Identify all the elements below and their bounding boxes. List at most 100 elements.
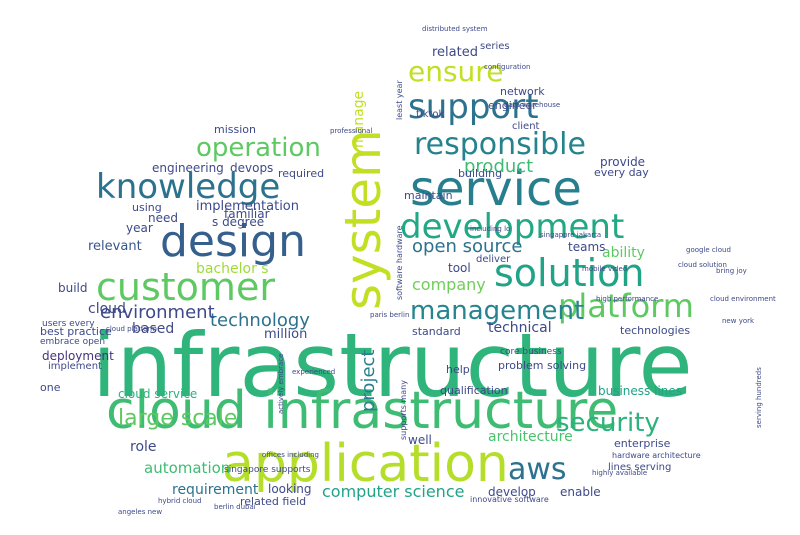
word-tool: tool [448,261,471,275]
word-application: application [222,434,509,494]
word-implementation: implementation [196,199,300,214]
word-experienced: experienced [292,368,336,376]
word-project: project [358,349,379,412]
word-product: product [464,156,534,177]
word-related-field: related field [240,495,307,508]
word-operation: operation [196,133,321,163]
word-teams: teams [568,240,606,254]
word-related: related [432,45,478,60]
word-supports-many: supports many [399,380,408,440]
word-need: need [148,211,178,225]
word-least-year: least year [395,80,404,120]
word-embrace-open: embrace open [40,337,106,347]
word-mobile-video: mobile video [582,265,628,273]
word-million: million [264,327,308,342]
word-infrastructure: infrastructure [92,314,693,417]
word-innovative-software: innovative software [470,495,549,504]
word-highly-available: highly available [592,469,648,477]
word-s-degree: s degree [212,215,265,229]
word-technology: technology [210,310,310,331]
word-cloud-platform: cloud platform [106,325,157,333]
word-actively-embrace: actively embrace [277,353,285,414]
word-help: help [446,363,470,376]
word-required: required [278,167,325,180]
word-customer: customer [96,265,275,309]
word-requirement: requirement [172,482,259,498]
word-support: support [408,87,539,127]
word-year: year [126,221,153,235]
word-configuration: configuration [484,63,531,71]
word-singapore-jakarta: singapore jakarta [540,231,602,239]
word-cloud: cloud [88,301,126,317]
word-deliver: deliver [476,254,511,265]
word-cloud-service: cloud service [118,387,198,401]
word-engineer: engineer [488,99,537,112]
word-management: management [410,296,585,326]
word-looking: looking [268,482,312,496]
word-deployment: deployment [42,349,114,363]
word-knowledge: knowledge [96,167,281,207]
word-qualification: qualification [440,384,508,397]
word-responsible: responsible [414,127,586,162]
word-ensure: ensure [408,55,504,88]
word-distributed-system: distributed system [422,25,488,33]
word-data-warehouse: data warehouse [504,101,561,109]
word-high-performance: high performance [596,295,659,303]
word-service: service [410,161,582,217]
word-technical: technical [488,320,552,336]
word-automation: automation [144,459,231,477]
word-software-hardware: software hardware [395,225,404,300]
word-aws: aws [508,452,567,487]
word-platform: platform [558,287,694,325]
word-implement: implement [48,361,102,372]
word-angeles-new: angeles new [118,508,163,516]
word-bachelor-s: bachelor s [196,261,269,277]
word-hardware-architecture: hardware architecture [612,451,701,460]
word-company: company [412,275,486,294]
word-enterprise: enterprise [614,437,671,450]
word-open-source: open source [412,236,523,257]
word-tiktok: tiktok [416,109,445,120]
word-cloud-environment: cloud environment [710,295,776,303]
word-every-day: every day [594,166,649,179]
word-large-scale: large scale [118,406,238,431]
word-lines-serving: lines serving [608,462,672,473]
word-berlin-dubai: berlin dubai [214,503,256,511]
word-technologies: technologies [620,324,691,337]
word-familiar: familiar [224,207,270,221]
word-new-york: new york [722,317,755,325]
word-building: building [458,167,503,180]
word-environment: environment [100,302,215,323]
word-singapore-supports: singapore supports [224,465,311,475]
word-cloud-solution: cloud solution [678,261,727,269]
word-based: based [132,321,175,337]
word-series: series [480,41,510,52]
word-using: using [132,201,162,214]
word-best-practice: best practice [40,325,112,338]
word-core-business: core business [500,347,562,357]
word-provide: provide [600,155,646,169]
word-security: security [556,408,660,438]
word-standard: standard [412,325,461,338]
word-enable: enable [560,485,601,499]
word-maintain: maintain [404,189,453,202]
word-design: design [160,216,306,267]
word-cloud-infrastructure: cloud infrastructure [106,381,619,441]
word-engineering: engineering [152,161,224,175]
word-serving-hundreds: serving hundreds [755,367,763,428]
word-mission: mission [214,123,256,136]
word-one: one [40,381,61,394]
word-hybrid-cloud: hybrid cloud [158,497,202,505]
word-network: network [500,85,545,98]
word-client: client [512,121,540,132]
word-professional: professional [330,127,373,135]
word-google-cloud: google cloud [686,246,731,254]
word-ability: ability [602,245,645,261]
word-business-lines: business lines [598,384,683,398]
word-architecture: architecture [488,429,573,445]
word-solution: solution [494,251,645,295]
word-develop: develop [488,485,536,499]
word-role: role [130,439,157,455]
word-well: well [408,433,432,447]
